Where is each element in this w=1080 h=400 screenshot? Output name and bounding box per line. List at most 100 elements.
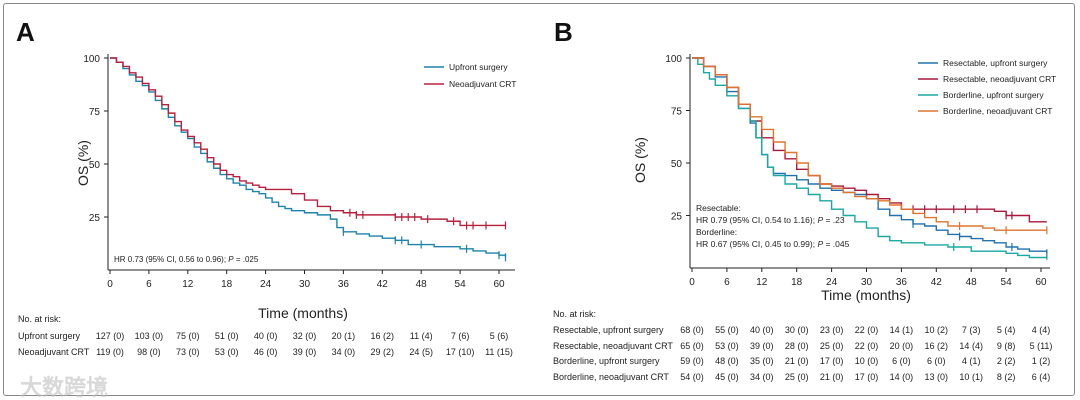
survival-curve-1 xyxy=(110,57,506,227)
at-risk-cell: 30 (0) xyxy=(784,325,809,335)
at-risk-cell: 14 (4) xyxy=(959,341,983,351)
survival-curve-2 xyxy=(692,57,1048,260)
watermark: 大数跨境 xyxy=(20,375,109,400)
at-risk-cell: 1 (2) xyxy=(1031,356,1051,366)
x-tick-label: 18 xyxy=(791,277,803,288)
legend-label: Resectable, upfront surgery xyxy=(943,58,1048,68)
at-risk-cell: 68 (0) xyxy=(680,325,704,335)
at-risk-row-label: Borderline, neoadjuvant CRT xyxy=(553,372,669,382)
legend-label: Resectable, neoadjuvant CRT xyxy=(943,74,1056,84)
hazard-ratio-text: HR 0.73 (95% CI, 0.56 to 0.96); P = .025 xyxy=(114,255,259,264)
x-tick-label: 0 xyxy=(689,277,695,288)
at-risk-cell: 7 (6) xyxy=(450,331,470,341)
y-tick-label: 50 xyxy=(89,160,101,171)
x-tick-label: 6 xyxy=(724,277,730,288)
x-tick-label: 36 xyxy=(896,277,908,288)
hazard-ratio-text: Resectable: xyxy=(696,203,741,213)
x-tick-label: 18 xyxy=(221,279,233,290)
at-risk-cell: 22 (0) xyxy=(854,341,879,351)
at-risk-cell: 23 (0) xyxy=(819,325,844,335)
at-risk-cell: 53 (0) xyxy=(214,347,239,357)
at-risk-cell: 40 (0) xyxy=(253,331,278,341)
at-risk-cell: 14 (0) xyxy=(889,372,914,382)
at-risk-cell: 25 (0) xyxy=(819,341,844,351)
x-axis-label: Time (months) xyxy=(821,287,911,303)
at-risk-cell: 48 (0) xyxy=(715,356,739,366)
x-tick-label: 6 xyxy=(146,279,152,290)
at-risk-cell: 39 (0) xyxy=(750,341,774,351)
p-label: P xyxy=(817,239,823,249)
x-tick-label: 30 xyxy=(299,279,311,290)
at-risk-cell: 8 (2) xyxy=(996,372,1016,382)
panel-a: 0 6 12 18 24 30 36 42 48 54 60 25 50 75 100 Time (month… xyxy=(75,54,516,321)
at-risk-cell: 6 (4) xyxy=(1031,372,1051,382)
at-risk-cell: 29 (2) xyxy=(370,347,395,357)
hr-text: HR 0.67 (95% CI, 0.45 to 0.99); xyxy=(696,239,817,249)
at-risk-row-label: Borderline, upfront surgery xyxy=(553,356,660,366)
x-tick-label: 24 xyxy=(826,277,838,288)
at-risk-cell: 35 (0) xyxy=(750,356,774,366)
at-risk-cell: 39 (0) xyxy=(292,347,317,357)
at-risk-cell: 13 (0) xyxy=(924,372,949,382)
at-risk-cell: 9 (8) xyxy=(996,341,1016,351)
at-risk-row-label: Neoadjuvant CRT xyxy=(18,347,90,357)
x-tick-label: 12 xyxy=(756,277,768,288)
x-tick-label: 24 xyxy=(260,279,272,290)
y-tick-label: 75 xyxy=(671,107,683,118)
at-risk-title: No. at risk: xyxy=(18,314,62,324)
y-tick-label: 50 xyxy=(671,159,683,170)
hazard-ratio-text: Borderline: xyxy=(696,227,737,237)
at-risk-cell: 21 (0) xyxy=(819,372,844,382)
legend-label: Upfront surgery xyxy=(449,62,508,72)
at-risk-cell: 11 (15) xyxy=(485,347,513,357)
x-tick-label: 36 xyxy=(338,279,350,290)
hazard-ratio-text: HR 0.67 (95% CI, 0.45 to 0.99); P = .045 xyxy=(696,239,850,249)
at-risk-cell: 127 (0) xyxy=(95,331,125,341)
at-risk-cell: 34 (0) xyxy=(331,347,356,357)
at-risk-cell: 5 (11) xyxy=(1029,341,1053,351)
at-risk-cell: 17 (0) xyxy=(819,356,844,366)
hr-text: Resectable: xyxy=(696,203,741,213)
y-tick-label: 25 xyxy=(671,212,683,223)
at-risk-cell: 10 (2) xyxy=(924,325,949,335)
x-tick-label: 54 xyxy=(455,279,467,290)
at-risk-cell: 7 (3) xyxy=(961,325,981,335)
x-tick-label: 0 xyxy=(107,279,113,290)
at-risk-cell: 55 (0) xyxy=(715,325,739,335)
at-risk-title: No. at risk: xyxy=(553,309,597,319)
at-risk-cell: 4 (4) xyxy=(1031,325,1051,335)
at-risk-cell: 119 (0) xyxy=(96,347,124,357)
hazard-ratio-text: HR 0.79 (95% CI, 0.54 to 1.16); P = .23 xyxy=(696,215,845,225)
at-risk-cell: 14 (1) xyxy=(889,325,914,335)
at-risk-cell: 5 (6) xyxy=(489,331,509,341)
at-risk-row-label: Resectable, upfront surgery xyxy=(553,325,664,335)
at-risk-cell: 32 (0) xyxy=(292,331,317,341)
at-risk-row-label: Resectable, neoadjuvant CRT xyxy=(553,341,673,351)
legend-label: Neoadjuvant CRT xyxy=(449,79,516,89)
x-tick-label: 30 xyxy=(861,277,873,288)
at-risk-cell: 45 (0) xyxy=(715,372,739,382)
x-axis-label: Time (months) xyxy=(258,305,348,321)
p-label: P xyxy=(817,215,823,225)
at-risk-cell: 22 (0) xyxy=(854,325,879,335)
at-risk-cell: 16 (2) xyxy=(370,331,395,341)
at-risk-cell: 6 (0) xyxy=(892,356,911,366)
x-tick-label: 12 xyxy=(182,279,194,290)
y-axis-label: OS (%) xyxy=(75,140,91,186)
y-tick-label: 100 xyxy=(665,54,682,65)
p-value: = .23 xyxy=(823,215,845,225)
x-tick-label: 54 xyxy=(1001,277,1013,288)
x-tick-label: 42 xyxy=(377,279,389,290)
at-risk-cell: 10 (0) xyxy=(854,356,879,366)
at-risk-cell: 24 (5) xyxy=(409,347,433,357)
y-tick-label: 75 xyxy=(89,107,101,118)
survival-curve-3 xyxy=(692,57,1047,231)
at-risk-cell: 25 (0) xyxy=(784,372,809,382)
at-risk-cell: 17 (0) xyxy=(854,372,879,382)
at-risk-cell: 54 (0) xyxy=(680,372,704,382)
survival-curve-0 xyxy=(110,57,507,258)
x-tick-label: 60 xyxy=(493,279,505,290)
p-value: = .045 xyxy=(823,239,850,249)
